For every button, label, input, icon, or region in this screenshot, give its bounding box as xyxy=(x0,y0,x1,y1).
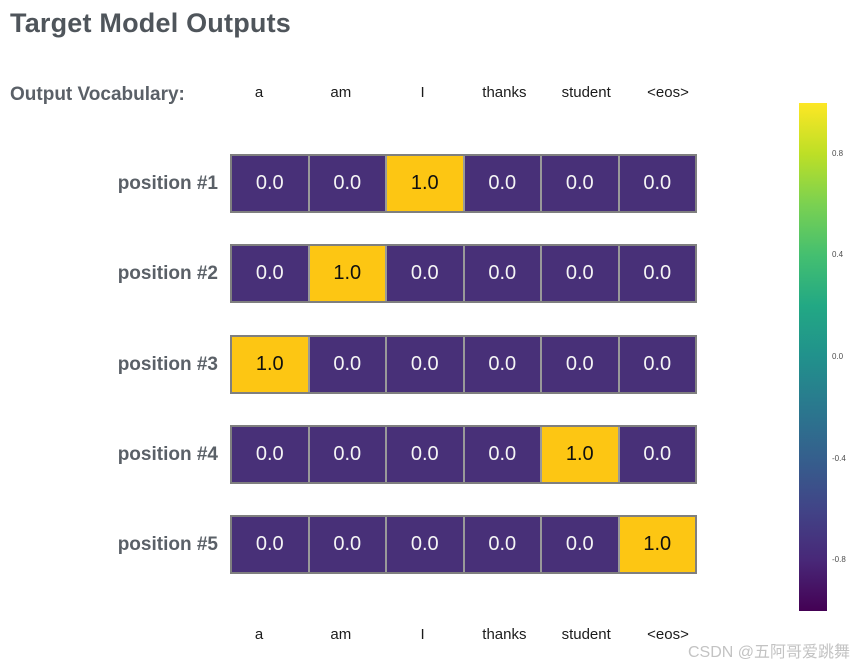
heatmap-cell: 0.0 xyxy=(619,337,695,392)
heatmap-row: 1.0 0.0 0.0 0.0 0.0 0.0 xyxy=(230,335,697,394)
heatmap-cell: 0.0 xyxy=(309,156,387,211)
vocab-token: am xyxy=(330,84,352,101)
heatmap-row: 0.0 1.0 0.0 0.0 0.0 0.0 xyxy=(230,244,697,303)
heatmap-cell: 0.0 xyxy=(542,246,620,301)
row-label: position #2 xyxy=(117,263,218,284)
colorbar-tick-label: -0.4 xyxy=(832,453,846,463)
heatmap-row: 0.0 0.0 0.0 0.0 0.0 1.0 xyxy=(230,515,697,574)
heatmap-cell: 0.0 xyxy=(387,517,465,572)
heatmap-cell: 0.0 xyxy=(309,517,387,572)
heatmap-cell: 0.0 xyxy=(619,246,695,301)
heatmap-cell: 1.0 xyxy=(387,156,465,211)
vocab-token: I xyxy=(420,84,425,101)
vocab-token: thanks xyxy=(482,626,527,643)
heatmap-cell: 0.0 xyxy=(464,156,542,211)
heatmap-cell: 0.0 xyxy=(619,156,695,211)
heatmap-cell: 1.0 xyxy=(619,517,695,572)
heatmap-cell: 0.0 xyxy=(464,427,542,482)
colorbar-tick-label: -0.8 xyxy=(832,555,846,565)
colorbar-gradient xyxy=(799,103,827,611)
vocab-token: a xyxy=(254,626,264,643)
heatmap-cell: 0.0 xyxy=(309,337,387,392)
row-label: position #1 xyxy=(117,173,218,194)
colorbar-tick-label: 0.4 xyxy=(832,250,844,260)
vocab-token: student xyxy=(561,626,611,643)
row-label: position #3 xyxy=(117,354,218,375)
heatmap-cell: 0.0 xyxy=(464,246,542,301)
vocab-token: <eos> xyxy=(647,626,689,643)
heatmap-cell: 1.0 xyxy=(232,337,310,392)
row-label: position #4 xyxy=(117,444,218,465)
heatmap-cell: 0.0 xyxy=(619,427,695,482)
heatmap-cell: 1.0 xyxy=(309,246,387,301)
vocab-token: <eos> xyxy=(647,84,689,101)
heatmap-cell: 0.0 xyxy=(232,517,310,572)
output-vocabulary-label: Output Vocabulary: xyxy=(10,84,185,105)
vocab-token: student xyxy=(561,84,611,101)
vocab-token: I xyxy=(420,626,425,643)
heatmap-cell: 0.0 xyxy=(232,156,310,211)
heatmap-cell: 1.0 xyxy=(542,427,620,482)
heatmap-cell: 0.0 xyxy=(464,517,542,572)
vocab-token: thanks xyxy=(482,84,527,101)
heatmap-cell: 0.0 xyxy=(387,427,465,482)
heatmap-row: 0.0 0.0 1.0 0.0 0.0 0.0 xyxy=(230,154,697,213)
watermark-text: CSDN @五阿哥爱跳舞 xyxy=(687,644,850,661)
heatmap-cell: 0.0 xyxy=(542,156,620,211)
heatmap-cell: 0.0 xyxy=(387,337,465,392)
heatmap-cell: 0.0 xyxy=(464,337,542,392)
heatmap-cell: 0.0 xyxy=(309,427,387,482)
heatmap-cell: 0.0 xyxy=(542,517,620,572)
colorbar-tick-label: 0.8 xyxy=(832,148,844,158)
vocab-token: am xyxy=(330,626,352,643)
colorbar-tick-label: 0.0 xyxy=(832,352,844,361)
heatmap-cell: 0.0 xyxy=(387,246,465,301)
row-label: position #5 xyxy=(117,534,218,555)
heatmap-row: 0.0 0.0 0.0 0.0 1.0 0.0 xyxy=(230,425,697,484)
heatmap-cell: 0.0 xyxy=(232,427,310,482)
heatmap-cell: 0.0 xyxy=(542,337,620,392)
heatmap-cell: 0.0 xyxy=(232,246,310,301)
vocab-token: a xyxy=(254,84,264,101)
page-title: Target Model Outputs xyxy=(10,8,291,38)
